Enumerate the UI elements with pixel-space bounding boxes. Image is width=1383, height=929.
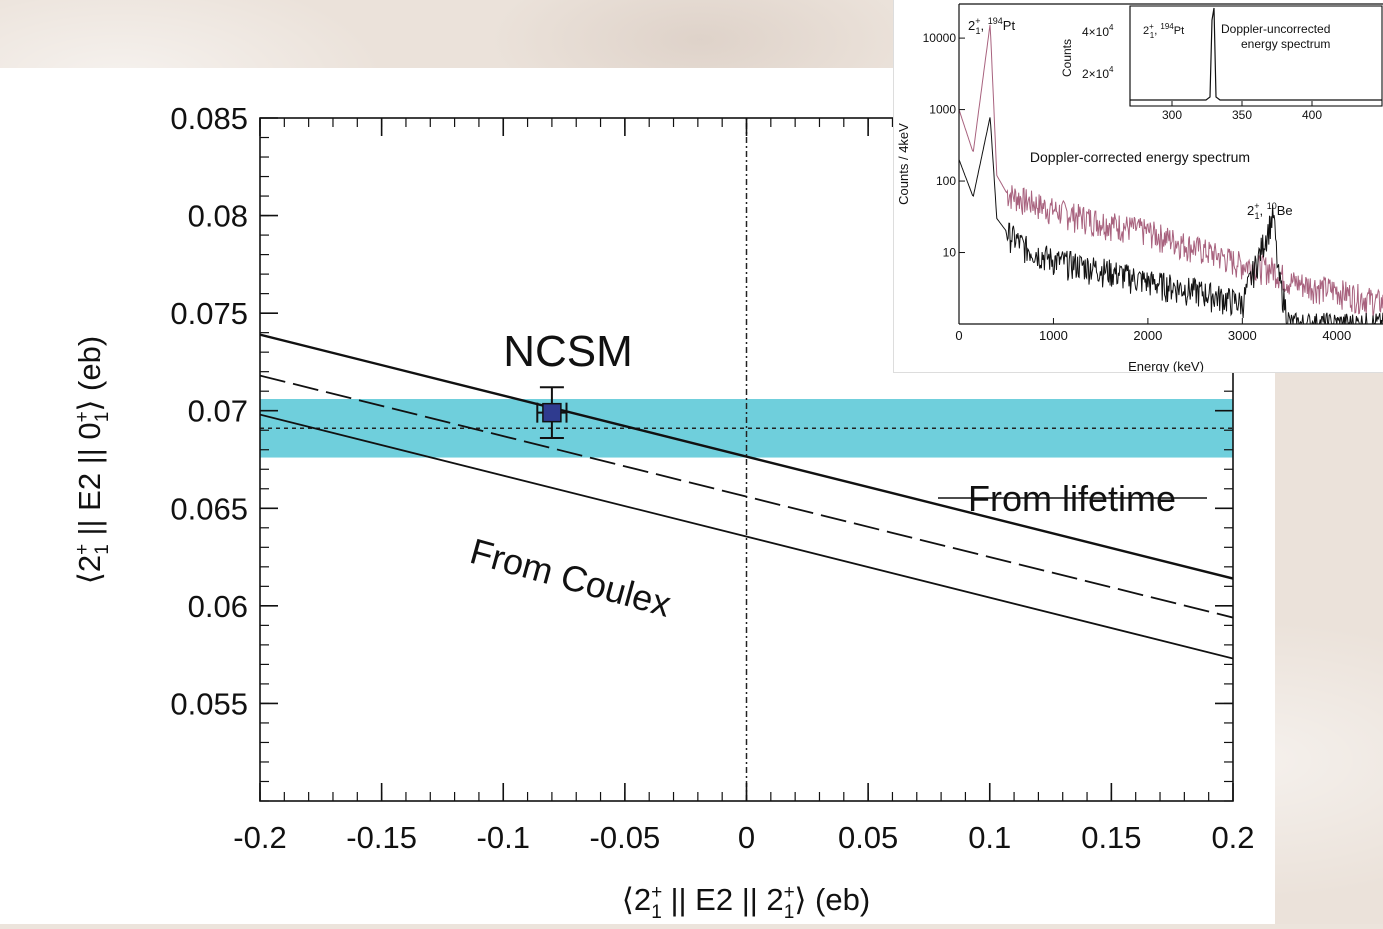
x-tick-label: -0.05 bbox=[590, 820, 661, 855]
from-coulex-label: From Coulex bbox=[466, 530, 676, 625]
spectrum-y-tick-label: 10000 bbox=[923, 31, 957, 45]
inner-y-label: Counts bbox=[1060, 39, 1074, 77]
ncsm-point bbox=[536, 386, 568, 440]
coulex-lines bbox=[260, 333, 1233, 660]
ncsm-label: NCSM bbox=[503, 327, 633, 376]
y-tick-label: 0.07 bbox=[188, 394, 248, 429]
spectrum-chart: 0 1000 2000 3000 4000 10 100 1000 10000 Doppler-… bbox=[896, 3, 1383, 374]
uncorrected-inset: 300 350 400 Doppler-uncorrected energy spe… bbox=[1060, 5, 1383, 122]
main-chart: -0.2 -0.15 -0.1 -0.05 0 0.05 0.1 0.15 0.2 0.085 0.… bbox=[72, 101, 1255, 923]
x-tick-label: -0.1 bbox=[477, 820, 530, 855]
coulex-line-3 bbox=[260, 413, 1233, 660]
x-tick-label: 0 bbox=[738, 820, 755, 855]
coulex-line-1 bbox=[260, 333, 1233, 580]
y-axis-label: ⟨2+1 || E2 || 0+1⟩ (eb) bbox=[72, 336, 113, 584]
spectrum-series-1 bbox=[959, 24, 1383, 318]
main-chart-panel: -0.2 -0.15 -0.1 -0.05 0 0.05 0.1 0.15 0.2 0.085 0.… bbox=[0, 68, 1275, 924]
inner-x-tick-label: 300 bbox=[1162, 108, 1182, 122]
spectrum-y-tick-label: 10 bbox=[943, 246, 957, 260]
spectrum-x-tick-label: 0 bbox=[955, 328, 962, 343]
spectrum-series-2 bbox=[959, 117, 1383, 324]
inner-axis-ticks: 300 350 400 bbox=[1162, 101, 1322, 122]
x-tick-label: 0.05 bbox=[838, 820, 898, 855]
spectrum-inset: 0 1000 2000 3000 4000 10 100 1000 10000 Doppler-… bbox=[893, 0, 1383, 374]
spectrum-lines bbox=[959, 24, 1383, 324]
spectrum-x-label: Energy (keV) bbox=[1128, 359, 1204, 372]
inner-title-line2: energy spectrum bbox=[1241, 37, 1330, 51]
pt-peak-label: 2+ 1, 194Pt bbox=[968, 16, 1015, 36]
ncsm-marker bbox=[542, 402, 562, 423]
x-tick-label: 0.1 bbox=[968, 820, 1011, 855]
inner-x-tick-label: 400 bbox=[1302, 108, 1322, 122]
y-tick-label: 0.055 bbox=[170, 686, 248, 721]
y-tick-label: 0.065 bbox=[170, 491, 248, 526]
coulex-line-2 bbox=[260, 374, 1233, 619]
x-axis-label: ⟨2+ 1 || E2 || 2+ 1⟩ (eb) bbox=[622, 882, 870, 923]
plot-frame bbox=[259, 117, 1234, 802]
inner-title-line1: Doppler-uncorrected bbox=[1221, 22, 1330, 36]
spectrum-y-label: Counts / 4keV bbox=[896, 123, 911, 205]
spectrum-x-tick-label: 4000 bbox=[1322, 328, 1351, 343]
inner-ytick-2e4: 2×104 bbox=[1082, 65, 1114, 81]
y-tick-label: 0.08 bbox=[188, 199, 248, 234]
x-tick-label: -0.2 bbox=[233, 820, 286, 855]
inner-ytick-4e4: 4×104 bbox=[1082, 23, 1114, 39]
y-tick-label: 0.06 bbox=[188, 589, 248, 624]
uncorrected-frame bbox=[1129, 5, 1383, 107]
x-tick-label: 0.2 bbox=[1211, 820, 1254, 855]
inner-pt-label: 2+ 1, 194Pt bbox=[1143, 22, 1184, 40]
spectrum-y-tick-label: 1000 bbox=[929, 103, 956, 117]
y-tick-label: 0.085 bbox=[170, 101, 248, 136]
spectrum-x-tick-label: 3000 bbox=[1228, 328, 1257, 343]
spectrum-x-tick-label: 1000 bbox=[1039, 328, 1068, 343]
be-peak-label: 2+ 1, 10Be bbox=[1247, 201, 1293, 221]
spectrum-x-tick-label: 2000 bbox=[1133, 328, 1162, 343]
uncorrected-peak-line bbox=[1130, 7, 1382, 101]
x-tick-label: -0.15 bbox=[346, 820, 417, 855]
spectrum-title: Doppler-corrected energy spectrum bbox=[1030, 149, 1250, 165]
spectrum-axis-ticks: 0 1000 2000 3000 4000 10 100 1000 10000 bbox=[923, 31, 1352, 343]
spectrum-y-tick-label: 100 bbox=[936, 174, 956, 188]
y-tick-label: 0.075 bbox=[170, 296, 248, 331]
inner-x-tick-label: 350 bbox=[1232, 108, 1252, 122]
x-tick-label: 0.15 bbox=[1081, 820, 1141, 855]
